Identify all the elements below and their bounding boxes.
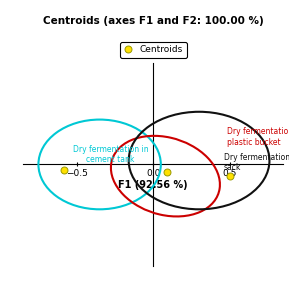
Text: Centroids (axes F1 and F2: 100.00 %): Centroids (axes F1 and F2: 100.00 %)	[43, 16, 264, 26]
Text: Dry fermentation in
plastic bucket: Dry fermentation in plastic bucket	[227, 127, 289, 147]
Text: Dry fermentation in
sack: Dry fermentation in sack	[224, 153, 289, 172]
Text: Dry fermentation in
cement tank: Dry fermentation in cement tank	[73, 145, 148, 164]
Legend: Centroids: Centroids	[120, 42, 186, 58]
Point	[227, 174, 232, 178]
Point	[165, 170, 169, 175]
Point	[62, 168, 67, 173]
X-axis label: F1 (92.56 %): F1 (92.56 %)	[118, 180, 188, 190]
